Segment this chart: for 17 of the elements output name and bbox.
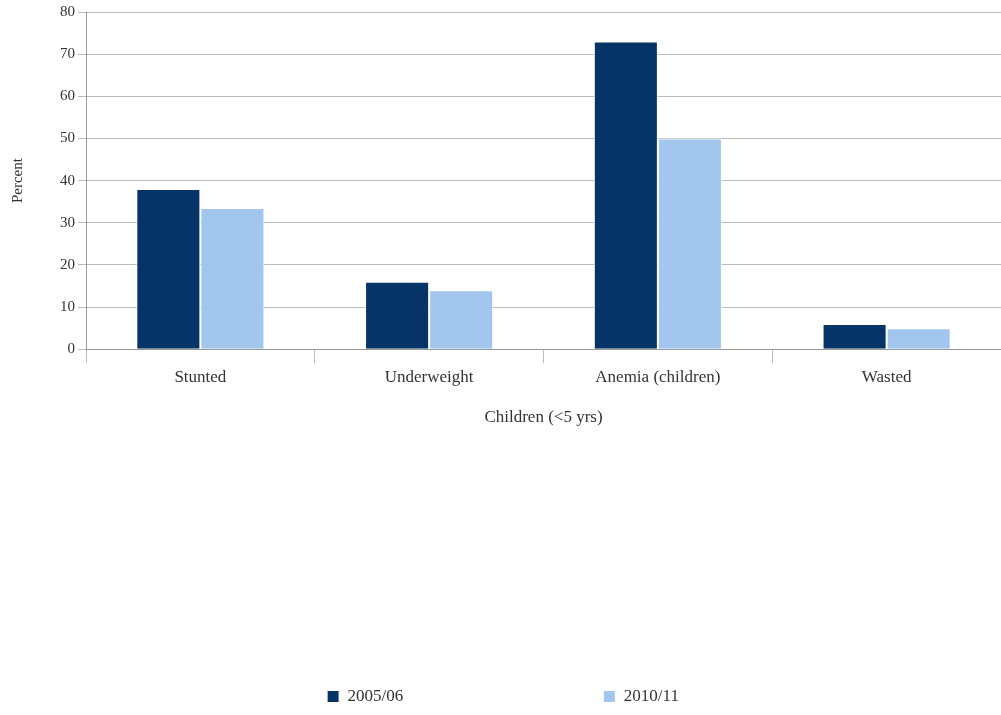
y-tick-label: 40 [60, 171, 75, 188]
legend-label: 2010/11 [623, 685, 679, 705]
legend-label: 2005/06 [347, 685, 404, 705]
y-tick-label: 80 [60, 2, 75, 19]
x-tick-label: Anemia (children) [595, 366, 721, 386]
y-tick-label: 0 [67, 340, 75, 357]
y-axis-title: Percent [8, 157, 25, 204]
y-tick-label: 60 [60, 87, 75, 104]
x-tick-label: Stunted [174, 366, 227, 386]
y-tick-label: 20 [60, 255, 75, 272]
x-tick-label: Underweight [384, 366, 474, 386]
y-tick-label: 50 [60, 129, 75, 146]
y-tick-label: 70 [60, 45, 75, 62]
x-tick-label: Wasted [861, 366, 912, 386]
x-axis-title: Children (<5 yrs) [484, 407, 603, 427]
y-tick-label: 30 [60, 213, 75, 230]
y-tick-label: 10 [60, 297, 75, 314]
